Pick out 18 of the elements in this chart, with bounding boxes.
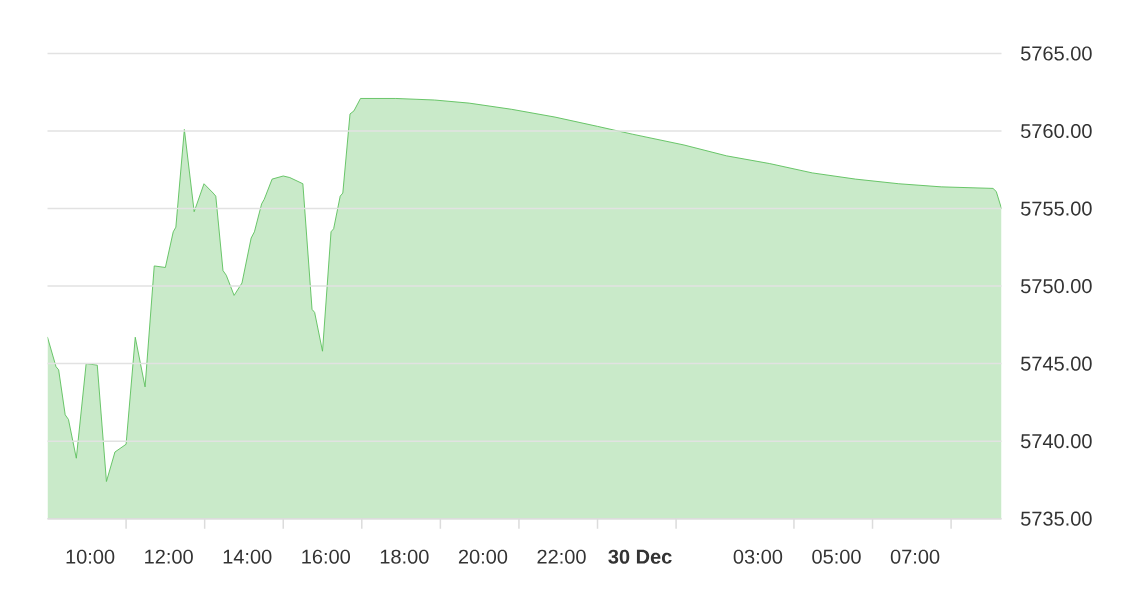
x-tick-label: 14:00 [223,549,272,564]
y-tick-label: 5765.00 [1021,46,1092,61]
x-tick-label: 12:00 [145,549,193,564]
y-tick-label: 5735.00 [1021,511,1092,526]
x-tick-label: 18:00 [380,549,429,564]
x-tick-label: 05:00 [812,549,861,564]
y-tick-label: 5745.00 [1021,356,1092,371]
x-tick-label: 20:00 [458,549,508,564]
x-tick-label: 07:00 [890,549,940,564]
x-tick-label: 10:00 [66,549,115,564]
x-tick-label: 22:00 [537,549,586,564]
y-tick-label: 5750.00 [1021,279,1092,294]
x-tick-label: 03:00 [733,549,783,564]
y-tick-label: 5740.00 [1021,434,1092,449]
y-tick-label: 5760.00 [1021,123,1092,139]
x-tick-label: 16:00 [302,549,351,564]
x-tick-label: 30 Dec [608,549,672,564]
y-tick-label: 5755.00 [1021,201,1092,216]
